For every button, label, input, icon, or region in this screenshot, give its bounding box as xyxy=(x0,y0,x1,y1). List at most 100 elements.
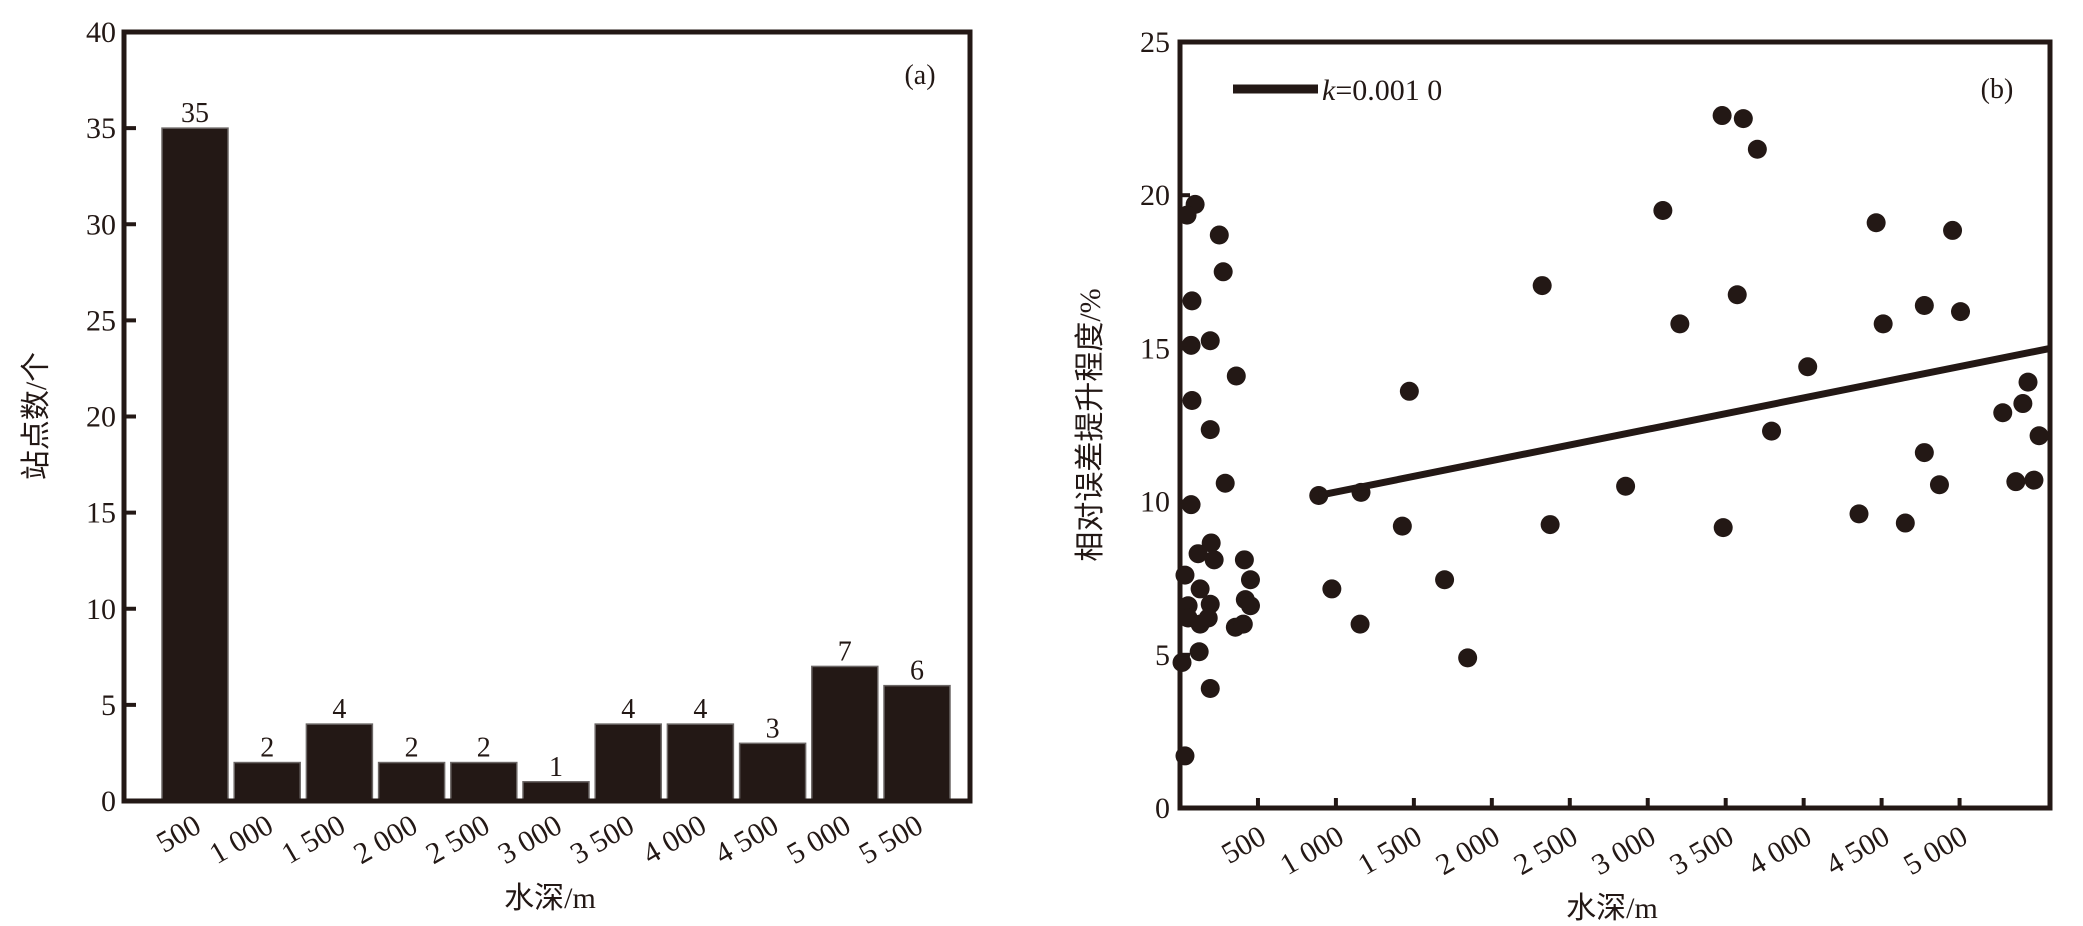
scatter-point xyxy=(1209,225,1229,245)
scatter-point xyxy=(1929,475,1949,495)
legend-k-symbol: k xyxy=(1322,74,1336,107)
bar-3500 xyxy=(594,723,662,802)
scatter-point xyxy=(2018,372,2038,392)
y-tick-label: 5 xyxy=(101,689,116,722)
scatter-point xyxy=(1350,614,1370,634)
bar-500 xyxy=(161,127,229,802)
bar-4000 xyxy=(666,723,735,802)
y-tick-label: 10 xyxy=(86,593,116,626)
panel-label-a: (a) xyxy=(904,60,935,91)
x-tick-label: 2 500 xyxy=(1508,819,1583,881)
scatter-point xyxy=(1713,518,1733,538)
scatter-point xyxy=(1181,335,1201,355)
bar-data-label: 35 xyxy=(181,98,209,129)
bar-data-label: 4 xyxy=(332,694,346,725)
scatter-point xyxy=(1849,504,1869,524)
x-tick-label: 1 000 xyxy=(1274,819,1349,881)
x-tick-label: 1 500 xyxy=(1352,819,1427,881)
bar-data-label: 2 xyxy=(260,733,274,764)
y-tick-label: 30 xyxy=(86,208,116,241)
bar-data-label: 7 xyxy=(838,636,852,667)
y-tick-label: 40 xyxy=(86,16,116,49)
scatter-point xyxy=(1213,262,1233,282)
scatter-point xyxy=(1392,516,1412,536)
x-tick-label: 1 500 xyxy=(276,808,351,870)
x-tick-label: 2 500 xyxy=(420,808,495,870)
bar-1000 xyxy=(233,761,301,802)
y-tick-label: 5 xyxy=(1155,639,1170,672)
y-tick-label: 10 xyxy=(1140,486,1170,519)
scatter-point xyxy=(1616,476,1636,496)
x-tick-label: 4 500 xyxy=(709,808,784,870)
bar-data-labels: 35 2 4 2 2 1 4 4 3 7 6 xyxy=(181,98,924,783)
scatter-point xyxy=(1182,390,1202,410)
scatter-point xyxy=(1993,403,2013,423)
legend-label: k=0.001 0 xyxy=(1322,74,1442,107)
scatter-point xyxy=(1895,513,1915,533)
x-tick-label: 3 000 xyxy=(1586,819,1661,881)
y-tick-label: 0 xyxy=(101,785,116,818)
y-tick-label: 25 xyxy=(1140,26,1170,59)
x-tick-label: 500 xyxy=(1216,819,1271,870)
scatter-point xyxy=(1914,443,1934,463)
scatter-point xyxy=(1198,608,1218,628)
bar-2500 xyxy=(450,761,518,802)
x-axis-ticks: 500 1 000 1 500 2 000 2 500 3 000 3 500 4 000 4 … xyxy=(1216,798,1973,882)
x-tick-label: 4 000 xyxy=(637,808,712,870)
scatter-point xyxy=(1200,420,1220,440)
x-tick-label: 1 000 xyxy=(204,808,279,870)
scatter-point xyxy=(2029,426,2049,446)
scatter-point xyxy=(2013,394,2033,414)
x-tick-label: 4 000 xyxy=(1742,819,1817,881)
bar-5000 xyxy=(811,665,879,802)
y-tick-label: 0 xyxy=(1155,792,1170,825)
legend: k=0.001 0 xyxy=(1233,74,1442,107)
scatter-point xyxy=(1189,642,1209,662)
scatter-point xyxy=(1866,213,1886,233)
bar-3000 xyxy=(522,781,590,802)
bar-data-label: 2 xyxy=(405,733,419,764)
scatter-point xyxy=(1670,314,1690,334)
bar-data-label: 1 xyxy=(549,752,563,783)
y-tick-label: 20 xyxy=(86,401,116,434)
x-tick-label: 2 000 xyxy=(348,808,423,870)
bar-2000 xyxy=(377,761,446,802)
x-axis-title-b: 水深/m xyxy=(1566,892,1658,925)
bar-5500 xyxy=(883,684,951,802)
x-tick-label: 3 500 xyxy=(565,808,640,870)
plot-frame-b xyxy=(1177,39,2053,811)
scatter-point xyxy=(1399,381,1419,401)
scatter-point xyxy=(1873,314,1893,334)
y-tick-label: 15 xyxy=(86,497,116,530)
scatter-point xyxy=(1798,357,1818,377)
legend-k-value: =0.001 0 xyxy=(1335,74,1442,107)
scatter-point xyxy=(1215,473,1235,493)
scatter-point xyxy=(1190,579,1210,599)
y-tick-label: 25 xyxy=(86,304,116,337)
x-tick-label: 3 500 xyxy=(1664,819,1739,881)
bar-data-label: 4 xyxy=(693,694,707,725)
trend-line xyxy=(1318,344,2051,499)
scatter-point xyxy=(1532,276,1552,296)
scatter-point xyxy=(1943,220,1963,240)
bar-data-label: 3 xyxy=(766,713,780,744)
scatter-point xyxy=(1201,533,1221,553)
scatter-points xyxy=(1172,106,2049,766)
scatter-point xyxy=(1181,495,1201,515)
bar-4500 xyxy=(738,742,807,802)
scatter-point xyxy=(1240,596,1260,616)
bar-data-label: 2 xyxy=(477,733,491,764)
scatter-point xyxy=(1435,570,1455,590)
panel-label-b: (b) xyxy=(1981,74,2014,105)
bar-data-label: 6 xyxy=(910,656,924,687)
scatter-point xyxy=(2006,472,2026,492)
scatter-point xyxy=(1200,679,1220,699)
scatter-point xyxy=(1234,550,1254,570)
x-tick-label: 3 000 xyxy=(493,808,568,870)
x-tick-label: 2 000 xyxy=(1430,819,1505,881)
scatter-point xyxy=(1240,570,1260,590)
scatter-point xyxy=(1951,302,1971,322)
y-tick-label: 35 xyxy=(86,112,116,145)
